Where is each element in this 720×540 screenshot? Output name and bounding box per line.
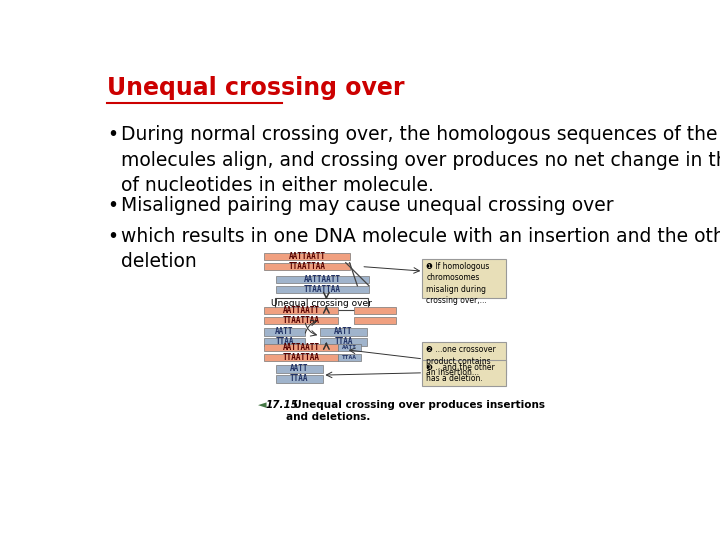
Text: TTAATTAA: TTAATTAA — [304, 285, 341, 294]
Bar — [264, 262, 350, 271]
Bar — [276, 286, 369, 294]
Text: AATT: AATT — [275, 327, 294, 336]
Text: AATTAATT: AATTAATT — [289, 252, 325, 261]
Text: •: • — [107, 226, 118, 246]
Text: AATTAATT: AATTAATT — [283, 343, 320, 352]
Bar — [276, 276, 369, 284]
Text: TTAA: TTAA — [290, 374, 308, 383]
Text: During normal crossing over, the homologous sequences of the two DNA
molecules a: During normal crossing over, the homolog… — [121, 125, 720, 195]
Bar — [276, 365, 323, 373]
Bar — [276, 375, 323, 383]
Text: AATT: AATT — [290, 364, 308, 374]
Text: Misaligned pairing may cause unequal crossing over: Misaligned pairing may cause unequal cro… — [121, 195, 613, 215]
Text: Unequal crossing over produces insertions
and deletions.: Unequal crossing over produces insertion… — [286, 400, 545, 422]
Bar — [264, 253, 350, 260]
Text: TTAA: TTAA — [334, 338, 353, 347]
Bar — [338, 354, 361, 361]
Text: •: • — [107, 195, 118, 215]
Text: Unequal crossing over: Unequal crossing over — [107, 76, 405, 100]
Text: 17.15: 17.15 — [266, 400, 299, 410]
Bar — [264, 338, 305, 346]
Text: TTAATTAA: TTAATTAA — [283, 316, 320, 325]
Bar — [264, 343, 338, 351]
Text: TTAA: TTAA — [275, 338, 294, 347]
Bar — [264, 354, 338, 361]
FancyBboxPatch shape — [275, 298, 368, 309]
Text: ❸ ...and the other
has a deletion.: ❸ ...and the other has a deletion. — [426, 363, 495, 383]
Bar — [354, 316, 396, 325]
Text: TTAATTAA: TTAATTAA — [283, 353, 320, 362]
Text: AATTAATT: AATTAATT — [304, 275, 341, 284]
Bar — [354, 307, 396, 314]
Bar — [264, 307, 338, 314]
Bar — [264, 316, 338, 325]
FancyBboxPatch shape — [422, 342, 505, 375]
Text: TTAA: TTAA — [342, 355, 357, 360]
Bar — [320, 328, 366, 336]
FancyBboxPatch shape — [422, 360, 505, 386]
Text: •: • — [107, 125, 118, 144]
Text: ❶ If homologous
chromosomes
misalign during
crossing over,...: ❶ If homologous chromosomes misalign dur… — [426, 262, 490, 305]
Text: AATT: AATT — [342, 345, 357, 350]
Text: which results in one DNA molecule with an insertion and the other with a
deletio: which results in one DNA molecule with a… — [121, 226, 720, 271]
FancyBboxPatch shape — [422, 259, 505, 299]
Text: AATT: AATT — [334, 327, 353, 336]
Text: Unequal crossing over: Unequal crossing over — [271, 299, 372, 308]
Bar — [338, 343, 361, 351]
Bar — [320, 338, 366, 346]
Text: AATTAATT: AATTAATT — [283, 306, 320, 315]
Bar — [264, 328, 305, 336]
Text: ❷ ...one crossover
product contains
an insertion...: ❷ ...one crossover product contains an i… — [426, 345, 496, 377]
Text: TTAATTAA: TTAATTAA — [289, 262, 325, 271]
Text: ◄: ◄ — [258, 400, 266, 410]
